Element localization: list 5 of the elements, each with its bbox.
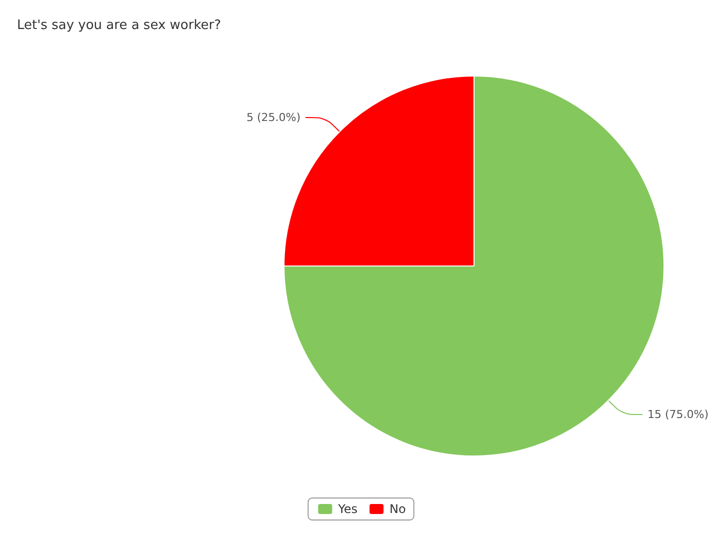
- data-label: 15 (75.0%): [647, 408, 709, 421]
- legend-label: Yes: [337, 502, 358, 516]
- text: Let's say you are a sex worker?: [17, 18, 222, 33]
- data-label: 5 (25.0%): [246, 111, 301, 124]
- legend-label: No: [390, 502, 406, 516]
